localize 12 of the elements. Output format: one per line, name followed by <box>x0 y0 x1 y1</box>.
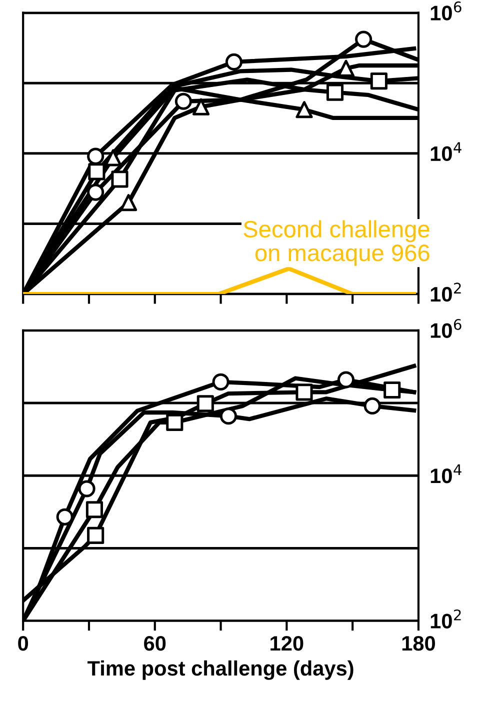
y-tick-label: 10$^{6}$ <box>430 318 462 338</box>
x-tick-label: 120 <box>270 636 304 651</box>
y-tick-label: 10$^{4}$ <box>430 464 462 484</box>
y-tick-label: 10$^{2}$ <box>430 609 461 628</box>
x-axis-title: Time post challenge (days) <box>87 660 354 680</box>
x-tick-label: 180 <box>402 636 435 651</box>
annotation: Second challenge on macaque 966 <box>244 220 430 266</box>
x-tick-label: 0 <box>18 636 28 651</box>
x-tick-label: 60 <box>144 636 166 651</box>
y-tick-label: 10$^{6}$ <box>430 1 462 20</box>
y-tick-label: 10$^{4}$ <box>430 142 462 162</box>
y-tick-label: 10$^{2}$ <box>430 282 461 302</box>
